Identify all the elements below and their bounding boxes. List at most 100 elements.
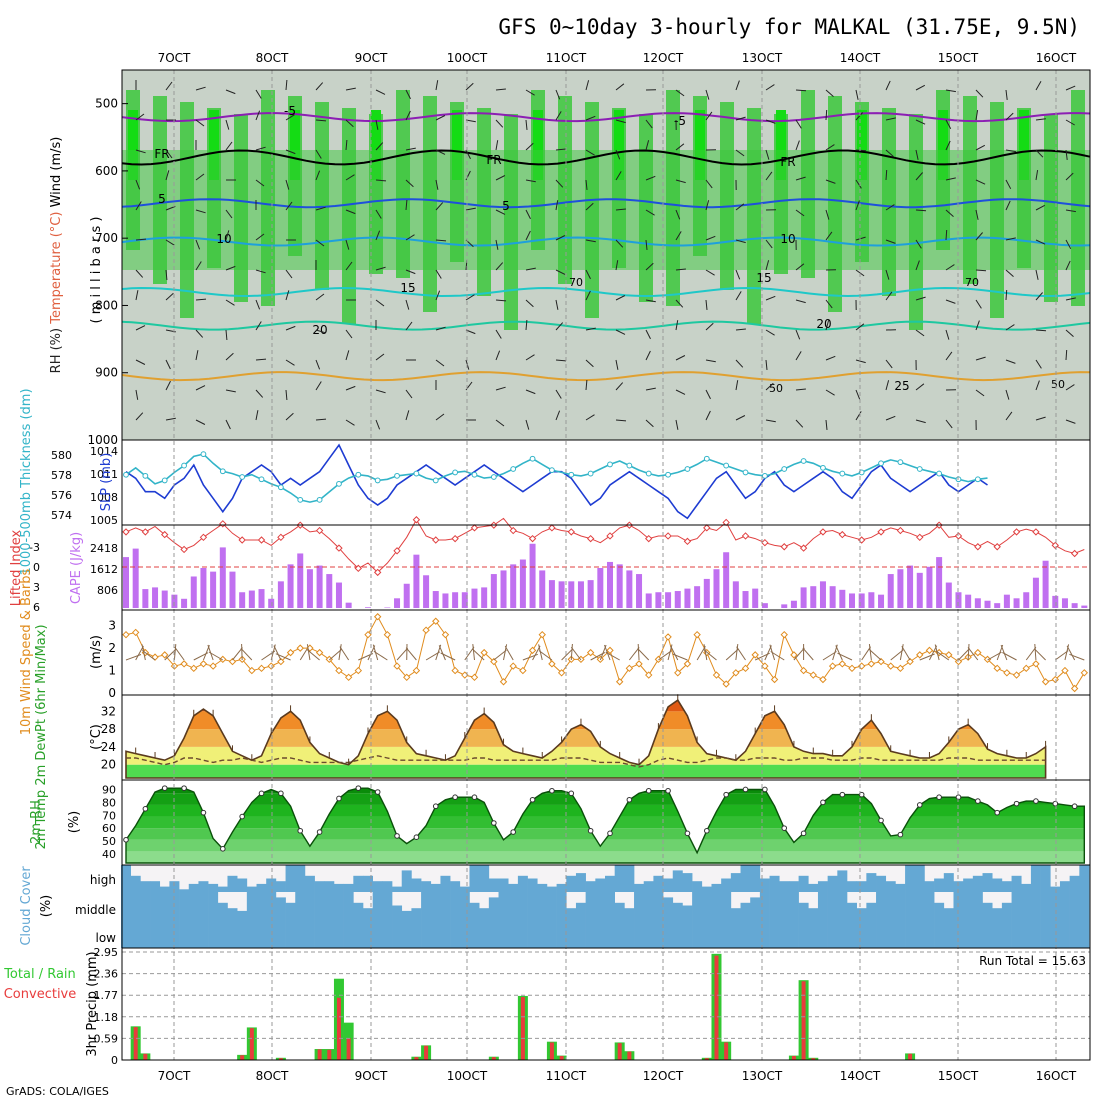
cloud-bar bbox=[779, 892, 790, 919]
temp-line bbox=[125, 699, 1047, 779]
cloud-bar bbox=[488, 878, 499, 892]
thickness-point bbox=[568, 471, 575, 478]
wind-speed-point bbox=[1003, 669, 1011, 677]
cloud-bar bbox=[256, 892, 267, 919]
surface-wind-barb bbox=[241, 643, 243, 661]
top-date-tick: 11OCT bbox=[546, 51, 587, 65]
cape-bar bbox=[529, 543, 536, 608]
wind-barb bbox=[225, 419, 231, 430]
cloud-bar bbox=[866, 902, 877, 919]
cloud-bar bbox=[237, 919, 248, 948]
precip-conv-bar bbox=[617, 1043, 622, 1060]
wind-barb bbox=[495, 299, 507, 302]
wind-barb bbox=[555, 235, 566, 241]
wind-speed-point bbox=[887, 662, 895, 670]
wind-barb bbox=[135, 412, 144, 421]
wind-barb bbox=[1035, 380, 1040, 391]
wind-speed-point bbox=[586, 648, 595, 657]
wind-barb bbox=[735, 203, 745, 211]
rh-saturated-band bbox=[452, 110, 462, 180]
surface-wind-barb bbox=[1002, 652, 1017, 661]
cloud-bar bbox=[1079, 865, 1090, 892]
cloud-ylabel: Cloud Cover bbox=[19, 866, 34, 946]
cloud-bar bbox=[295, 892, 306, 919]
cape-bar bbox=[955, 592, 962, 608]
cloud-bar bbox=[401, 910, 412, 919]
cloud-bar bbox=[895, 919, 906, 948]
wind-barb bbox=[945, 419, 953, 429]
rh-point bbox=[200, 809, 207, 816]
cloud-bar bbox=[130, 919, 141, 948]
wind-barb bbox=[705, 269, 715, 276]
wind-barb bbox=[345, 119, 354, 128]
wind-barb bbox=[735, 291, 742, 301]
precip-conv-bar bbox=[249, 1028, 254, 1060]
cloud-bar bbox=[1040, 892, 1051, 919]
wind-barb bbox=[975, 320, 980, 331]
surface-wind-barb bbox=[1054, 650, 1069, 661]
cape-bar bbox=[616, 564, 623, 608]
cloud-bar bbox=[343, 919, 354, 948]
cape-bar bbox=[345, 602, 352, 608]
cloud-bar bbox=[527, 892, 538, 919]
wind-barb bbox=[465, 329, 476, 335]
wind-barb bbox=[705, 322, 714, 331]
thickness-tick: 574 bbox=[51, 509, 72, 522]
cloud-bar bbox=[440, 892, 451, 919]
wind-barb bbox=[1005, 359, 1016, 364]
surface-wind-barb bbox=[173, 644, 177, 661]
wind-barb bbox=[1065, 172, 1074, 181]
cloud-bar bbox=[382, 919, 393, 948]
cloud-bar bbox=[256, 919, 267, 948]
surface-wind-barb bbox=[793, 647, 805, 661]
wind-barb bbox=[195, 419, 206, 425]
surface-wind-barb bbox=[141, 650, 156, 661]
cloud-bar bbox=[150, 892, 161, 919]
wind-barb bbox=[585, 414, 595, 421]
rh-point bbox=[607, 830, 613, 837]
cloud-bar bbox=[198, 881, 209, 892]
cloud-bar bbox=[759, 919, 770, 948]
wind-speed-point bbox=[432, 617, 440, 625]
wind-barb bbox=[555, 299, 559, 310]
cloud-bar bbox=[140, 892, 151, 919]
wind-barb bbox=[135, 201, 142, 211]
wind-barb bbox=[495, 419, 505, 427]
thickness-point bbox=[549, 467, 555, 474]
wind-barb bbox=[135, 179, 141, 190]
wind-barb bbox=[645, 387, 656, 391]
wind-barb bbox=[195, 119, 205, 127]
wind-barb bbox=[615, 419, 627, 422]
wind-barb bbox=[405, 389, 413, 399]
cape-bar bbox=[481, 587, 488, 608]
thickness-point bbox=[142, 472, 149, 479]
wind-barb bbox=[195, 298, 207, 301]
bottom-date-tick: 10OCT bbox=[447, 1069, 488, 1083]
precip-conv-bar bbox=[627, 1051, 632, 1060]
cape-bar bbox=[626, 570, 633, 608]
wind-barb bbox=[1005, 324, 1015, 331]
cloud-bar bbox=[721, 892, 732, 919]
wind-barb bbox=[765, 329, 775, 336]
lifted-index-point bbox=[780, 543, 788, 551]
wind-barb bbox=[345, 329, 353, 339]
wind-speed-point bbox=[838, 660, 847, 668]
wind-barb bbox=[645, 175, 656, 181]
cape-bar bbox=[306, 569, 313, 608]
rh-saturated-band bbox=[776, 110, 786, 180]
cloud-bar bbox=[1030, 919, 1041, 948]
wind-barb bbox=[435, 179, 439, 190]
wind-barb bbox=[915, 260, 920, 271]
cloud-bar bbox=[266, 919, 277, 948]
wind-barb bbox=[615, 119, 626, 124]
isotherm-label: FR bbox=[486, 153, 501, 167]
wind-barb bbox=[375, 389, 386, 394]
wind-barb bbox=[885, 117, 896, 121]
wind-barb bbox=[495, 329, 502, 339]
wind-speed-point bbox=[538, 630, 546, 639]
cloud-bar bbox=[730, 908, 741, 919]
cape-bar bbox=[674, 591, 681, 608]
cloud-bar bbox=[1030, 865, 1041, 892]
rh-tick: 60 bbox=[102, 822, 116, 835]
cape-bar bbox=[723, 552, 730, 608]
